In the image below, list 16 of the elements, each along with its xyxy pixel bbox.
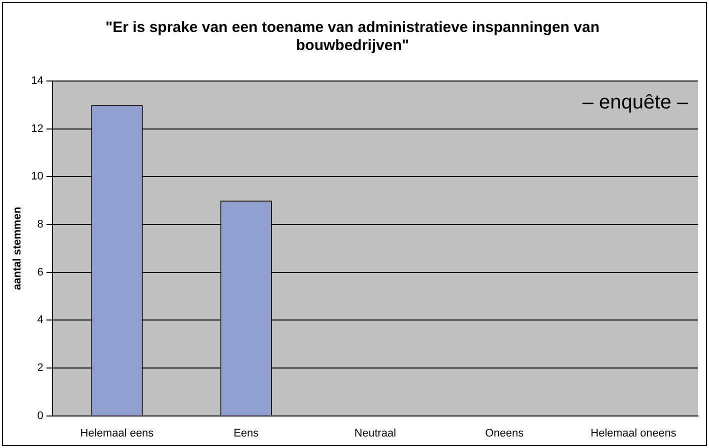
x-tick-label: Helemaal oneens [590,427,677,440]
x-tick-label: Oneens [485,427,524,440]
chart-title: "Er is sprake van een toename van administratieve inspanningen van bouwbedrijven" [106,19,600,54]
y-tick-label: 4 [37,314,44,326]
y-tick-label: 14 [31,75,44,88]
y-axis-title: aantal stemmen [12,206,24,290]
y-tick-label: 2 [37,362,44,374]
y-tick-label: 10 [31,170,44,183]
annotation: – enquête – [582,92,689,114]
x-tick-label: Neutraal [354,427,396,440]
y-tick-label: 8 [37,218,44,231]
y-tick-label: 6 [37,266,44,278]
y-tick-label: 0 [37,410,44,422]
y-tick-label: 12 [31,122,44,135]
x-tick-label: Helemaal eens [80,427,154,440]
x-tick-label: Eens [234,427,260,440]
